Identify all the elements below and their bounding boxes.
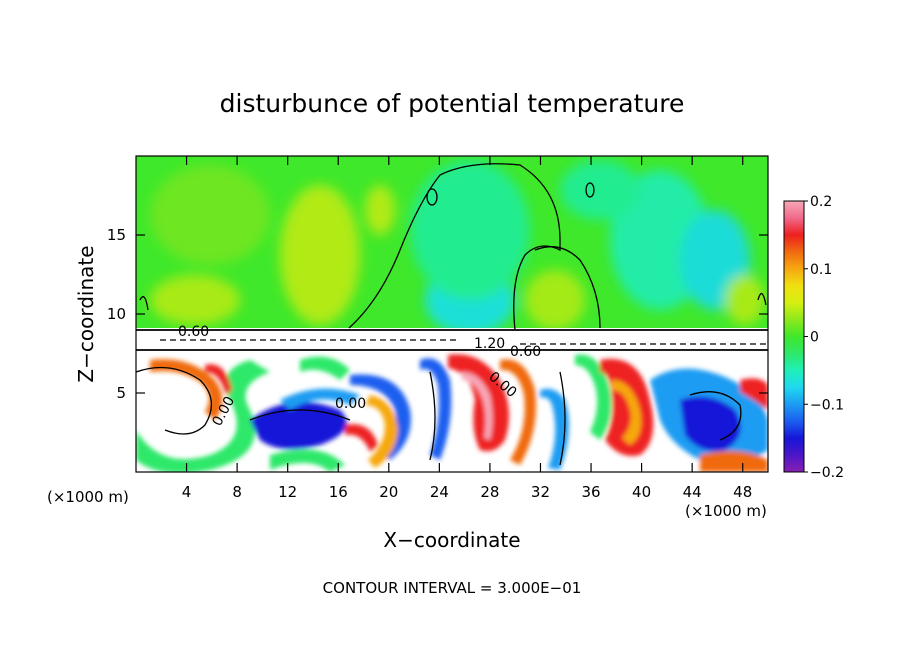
x-tick-label: 4 [182, 483, 192, 501]
upper-layer-variations [150, 160, 765, 335]
y-axis-label: Z−coordinate [74, 245, 98, 382]
y-tick-label: 10 [107, 305, 126, 323]
colorbar-tick-label: −0.1 [810, 397, 844, 413]
x-tick-label: 12 [278, 483, 297, 501]
x-axis-ticks: 4 8 12 16 20 24 28 32 36 40 44 48 [182, 156, 752, 501]
x-tick-label: 40 [632, 483, 651, 501]
colorbar-tick-label: 0.2 [810, 194, 832, 210]
x-tick-label: 32 [531, 483, 550, 501]
colorbar-tick-label: 0 [810, 330, 819, 346]
x-tick-label: 8 [232, 483, 242, 501]
x-axis-unit-left: (×1000 m) [47, 488, 129, 506]
x-tick-label: 20 [379, 483, 398, 501]
colorbar-tick-label: −0.2 [810, 465, 844, 481]
y-tick-label: 15 [107, 226, 126, 244]
x-tick-label: 16 [329, 483, 348, 501]
x-tick-label: 36 [581, 483, 600, 501]
contour-label: 0.60 [178, 324, 209, 340]
contour-label: 0.60 [510, 344, 541, 360]
chart-title: disturbunce of potential temperature [220, 89, 685, 118]
colorbar: 0.2 0.1 0 −0.1 −0.2 [783, 194, 844, 481]
colorbar-scale [783, 200, 805, 473]
x-axis-unit-right: (×1000 m) [685, 502, 767, 520]
x-axis-label: X−coordinate [383, 528, 520, 552]
y-tick-label: 5 [116, 384, 126, 402]
x-tick-label: 44 [683, 483, 702, 501]
x-tick-label: 28 [480, 483, 499, 501]
plot-area: 0.60 0.00 0.00 1.20 0.60 0.00 [136, 156, 768, 472]
colorbar-ticks: 0.2 0.1 0 −0.1 −0.2 [804, 194, 844, 481]
x-tick-label: 48 [733, 483, 752, 501]
x-tick-label: 24 [430, 483, 449, 501]
y-axis-ticks: 5 10 15 [107, 226, 768, 402]
contour-label: 1.20 [474, 336, 505, 352]
contour-label: 0.00 [335, 396, 366, 412]
contour-interval-note: CONTOUR INTERVAL = 3.000E−01 [323, 579, 582, 597]
contour-lines [136, 163, 768, 466]
colorbar-tick-label: 0.1 [810, 262, 832, 278]
